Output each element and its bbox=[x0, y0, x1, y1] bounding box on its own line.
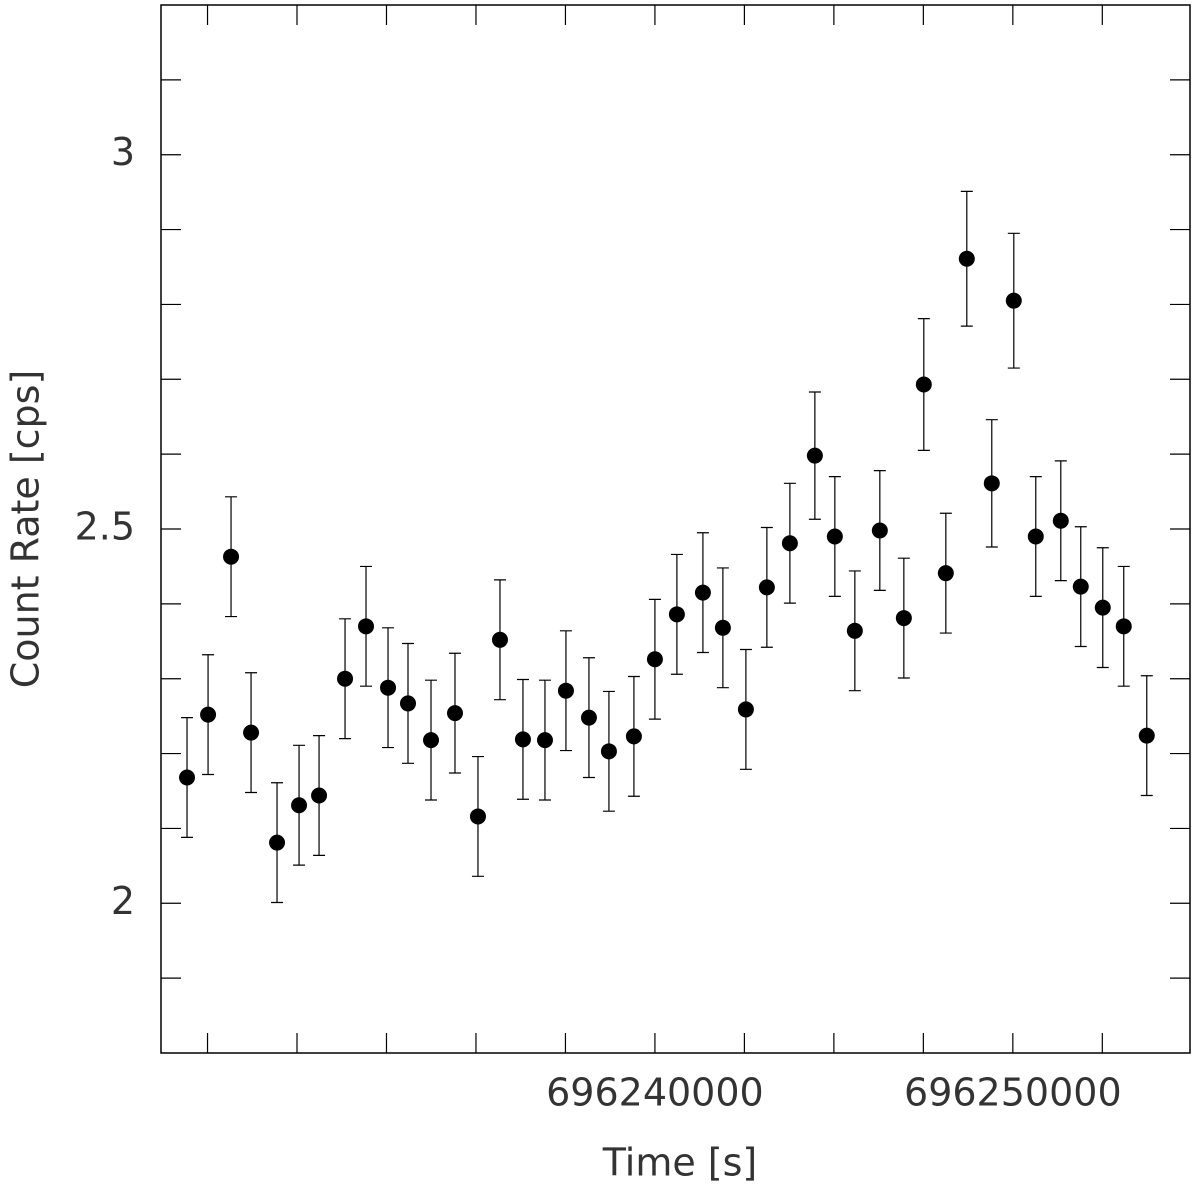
data-point bbox=[737, 701, 754, 718]
data-point bbox=[983, 475, 1000, 492]
data-point bbox=[469, 808, 486, 825]
x-axis-label: Time [s] bbox=[602, 1141, 758, 1185]
data-point bbox=[243, 724, 260, 741]
data-point bbox=[1138, 727, 1155, 744]
data-point bbox=[399, 695, 416, 712]
x-tick-label: 696250000 bbox=[904, 1071, 1122, 1115]
data-point bbox=[600, 743, 617, 760]
data-point bbox=[714, 619, 731, 636]
y-axis-label: Count Rate [cps] bbox=[4, 370, 48, 689]
data-point bbox=[915, 376, 932, 393]
data-point bbox=[668, 606, 685, 623]
data-point bbox=[269, 834, 286, 851]
y-tick-label: 3 bbox=[111, 130, 135, 174]
data-point bbox=[826, 528, 843, 545]
data-point bbox=[646, 651, 663, 668]
data-point bbox=[758, 579, 775, 596]
data-point bbox=[846, 622, 863, 639]
data-point bbox=[423, 732, 440, 749]
data-point bbox=[806, 447, 823, 464]
data-point bbox=[291, 797, 308, 814]
data-point bbox=[580, 709, 597, 726]
y-tick-label: 2 bbox=[111, 879, 135, 923]
data-point bbox=[358, 618, 375, 635]
x-tick-label: 696240000 bbox=[546, 1071, 764, 1115]
data-point bbox=[1094, 599, 1111, 616]
data-point bbox=[1072, 578, 1089, 595]
data-point bbox=[1027, 528, 1044, 545]
data-point bbox=[1005, 292, 1022, 309]
data-point bbox=[557, 682, 574, 699]
data-point bbox=[536, 732, 553, 749]
data-point bbox=[1052, 512, 1069, 529]
data-point bbox=[179, 769, 196, 786]
data-point bbox=[311, 787, 328, 804]
data-point bbox=[694, 584, 711, 601]
data-point bbox=[781, 535, 798, 552]
data-point bbox=[446, 705, 463, 722]
data-point bbox=[200, 706, 217, 723]
data-point bbox=[871, 522, 888, 539]
data-point bbox=[895, 610, 912, 627]
data-point bbox=[958, 250, 975, 267]
data-point bbox=[223, 548, 240, 565]
data-point bbox=[514, 731, 531, 748]
data-point bbox=[625, 728, 642, 745]
data-point bbox=[937, 565, 954, 582]
data-point bbox=[380, 679, 397, 696]
data-point bbox=[337, 670, 354, 687]
y-tick-label: 2.5 bbox=[75, 505, 135, 549]
data-point bbox=[1115, 618, 1132, 635]
data-point bbox=[491, 631, 508, 648]
